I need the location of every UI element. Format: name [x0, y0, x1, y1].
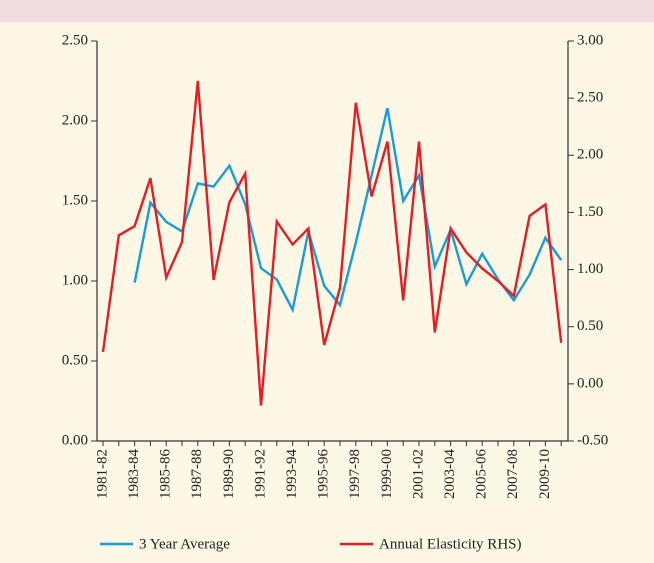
legend-label: Annual Elasticity RHS)	[379, 536, 522, 552]
x-tick-label: 2003-04	[442, 449, 458, 499]
y2-tick-label: 1.50	[577, 204, 603, 220]
x-tick-label: 2007-08	[505, 449, 521, 499]
x-tick-label: 1981-82	[94, 449, 110, 499]
x-tick-label: 2005-06	[474, 449, 490, 499]
y-tick-label: 1.50	[62, 192, 88, 208]
x-tick-label: 1989-90	[221, 449, 237, 499]
y2-tick-label: 2.50	[577, 90, 603, 106]
legend-label: 3 Year Average	[139, 536, 230, 552]
x-tick-label: 1985-86	[158, 449, 174, 499]
x-tick-label: 1983-84	[126, 449, 142, 499]
y2-tick-label: -0.50	[577, 432, 608, 448]
y2-tick-label: 0.00	[577, 375, 603, 391]
y-tick-label: 1.00	[62, 272, 88, 288]
x-tick-label: 1993-94	[284, 449, 300, 499]
header-band	[0, 0, 654, 22]
y2-tick-label: 2.00	[577, 147, 603, 163]
x-tick-label: 1987-88	[189, 449, 205, 499]
x-tick-label: 2001-02	[410, 449, 426, 499]
x-tick-label: 1995-96	[316, 449, 332, 499]
x-tick-label: 1999-00	[379, 449, 395, 499]
y-tick-label: 2.50	[62, 32, 88, 48]
y-tick-label: 0.50	[62, 352, 88, 368]
y-tick-label: 2.00	[62, 112, 88, 128]
y2-tick-label: 3.00	[577, 32, 603, 48]
y2-tick-label: 0.50	[577, 318, 603, 334]
y-tick-label: 0.00	[62, 432, 88, 448]
x-tick-label: 2009-10	[537, 449, 553, 499]
x-tick-label: 1997-98	[347, 449, 363, 499]
y2-tick-label: 1.00	[577, 261, 603, 277]
x-tick-label: 1991-92	[252, 449, 268, 499]
series-line	[101, 80, 563, 406]
